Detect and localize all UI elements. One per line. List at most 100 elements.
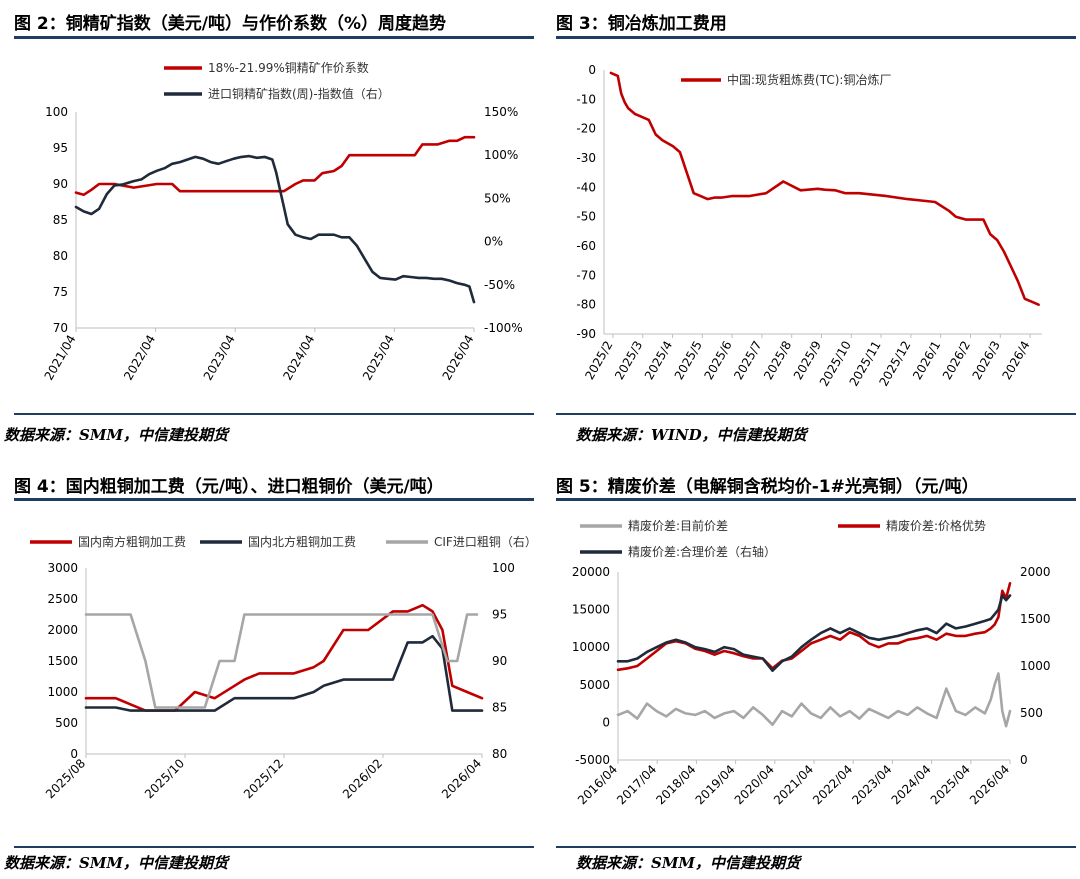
- y-left-tick-label: -10: [576, 92, 596, 106]
- x-tick-label: 2026/04: [967, 762, 1012, 807]
- x-tick-label: 2026/3: [970, 339, 1003, 383]
- series-line-1: [74, 135, 476, 197]
- x-tick-label: 2025/3: [612, 339, 645, 383]
- y-left-tick-label: 20000: [572, 565, 610, 579]
- figure-2-title-rule: [14, 36, 534, 39]
- x-tick-label: 2024/04: [280, 333, 317, 383]
- y-left-tick-label: 90: [53, 177, 68, 191]
- y-left-tick-label: -40: [576, 180, 596, 194]
- series-line-1: [609, 71, 1040, 307]
- y-right-tick-label: 150%: [484, 105, 518, 119]
- x-tick-label: 2025/04: [360, 333, 397, 383]
- figure-5-source-rule: [556, 846, 1076, 848]
- y-left-tick-label: -30: [576, 151, 596, 165]
- x-tick-label: 2021/04: [771, 762, 816, 807]
- x-tick-label: 2020/04: [732, 762, 777, 807]
- x-tick-label: 2026/02: [340, 756, 385, 801]
- x-tick-label: 2026/1: [910, 339, 943, 383]
- y-left-tick-label: 1000: [47, 685, 78, 699]
- figure-4-title: 图 4：国内粗铜加工费（元/吨）、进口粗铜价（美元/吨）: [14, 477, 444, 497]
- legend-label-2: 精废价差:价格优势: [886, 518, 986, 533]
- legend-label-2: 进口铜精矿指数(周)-指数值（右）: [208, 86, 390, 101]
- y-left-tick-label: -20: [576, 122, 596, 136]
- x-tick-label: 2026/4: [999, 339, 1032, 383]
- y-right-tick-label: 0%: [484, 235, 503, 249]
- figure-3-chart: -90 -80 -70 -60 -50 -40 -30 -20 -10 0 2025/22025/3…: [576, 63, 1042, 389]
- figure-3-title: 图 3：铜冶炼加工费用: [556, 14, 727, 34]
- figure-2-title: 图 2：铜精矿指数（美元/吨）与作价系数（%）周度趋势: [14, 14, 446, 34]
- y-left-tick-label: 75: [53, 285, 68, 299]
- x-tick-label: 2025/7: [731, 339, 764, 383]
- x-tick-label: 2023/04: [201, 333, 238, 383]
- y-left-tick-label: 2000: [47, 623, 78, 637]
- y-right-tick-label: 1000: [1020, 659, 1051, 673]
- x-tick-label: 2025/10: [142, 756, 187, 801]
- figure-3-source-rule: [556, 413, 1076, 415]
- y-left-tick-label: -70: [576, 268, 596, 282]
- y-left-tick-label: -50: [576, 210, 596, 224]
- y-left-tick-label: 1500: [47, 654, 78, 668]
- series-line-2: [84, 634, 484, 712]
- y-left-tick-label: -90: [576, 327, 596, 341]
- x-tick-label: 2017/04: [614, 762, 659, 807]
- series-line-3: [616, 594, 1012, 672]
- y-right-tick-label: 95: [492, 608, 507, 622]
- y-left-tick-label: 15000: [572, 603, 610, 617]
- x-tick-label: 2026/04: [440, 333, 477, 383]
- legend-label-1: 精废价差:目前价差: [628, 518, 728, 533]
- y-left-tick-label: 2500: [47, 592, 78, 606]
- y-right-tick-label: 85: [492, 701, 507, 715]
- x-tick-label: 2025/5: [672, 339, 705, 383]
- x-tick-label: 2016/04: [575, 762, 620, 807]
- figure-5-chart: -5000 0 5000 10000 15000 20000 0 500 1000 1500 200…: [572, 518, 1051, 807]
- legend-label-1: 18%-21.99%铜精矿作价系数: [208, 60, 369, 75]
- figure-4-source-rule: [14, 846, 534, 848]
- x-tick-label: 2022/04: [810, 762, 855, 807]
- series-line-3: [84, 613, 479, 709]
- y-left-tick-label: -80: [576, 298, 596, 312]
- figure-3-title-rule: [556, 36, 1076, 39]
- y-left-tick-label: 0: [602, 715, 610, 729]
- y-right-tick-label: 1500: [1020, 612, 1051, 626]
- y-left-tick-label: 3000: [47, 561, 78, 575]
- x-tick-label: 2026/2: [940, 339, 973, 383]
- x-tick-label: 2026/04: [439, 756, 484, 801]
- figure-4-title-rule: [14, 498, 534, 501]
- x-tick-label: 2022/04: [121, 333, 158, 383]
- x-tick-label: 2025/9: [791, 339, 824, 383]
- y-left-tick-label: 10000: [572, 640, 610, 654]
- y-right-tick-label: 100: [492, 561, 515, 575]
- y-left-tick-label: -5000: [575, 753, 610, 767]
- y-left-tick-label: 500: [55, 716, 78, 730]
- y-left-tick-label: 85: [53, 213, 68, 227]
- y-right-tick-label: 2000: [1020, 565, 1051, 579]
- figure-5-source: 数据来源：SMM，中信建投期货: [576, 854, 801, 872]
- x-tick-label: 2025/8: [761, 339, 794, 383]
- y-right-tick-label: 80: [492, 747, 507, 761]
- x-tick-label: 2024/04: [889, 762, 934, 807]
- y-right-tick-label: -100%: [484, 321, 523, 335]
- y-left-tick-label: 0: [588, 63, 596, 77]
- x-tick-label: 2019/04: [693, 762, 738, 807]
- y-left-tick-label: -60: [576, 239, 596, 253]
- figure-2-chart: 70 75 80 85 90 95 100 -100% -50% 0% 50% 100% 150% 202…: [42, 60, 523, 383]
- x-tick-label: 2025/6: [701, 339, 734, 383]
- legend-label-2: 国内北方粗铜加工费: [248, 534, 356, 549]
- y-right-tick-label: 90: [492, 654, 507, 668]
- y-right-tick-label: 50%: [484, 191, 511, 205]
- legend-label-1: 国内南方粗铜加工费: [78, 534, 186, 549]
- x-tick-label: 2025/12: [241, 756, 286, 801]
- figure-3-source: 数据来源：WIND，中信建投期货: [576, 426, 807, 444]
- figure-5-title-rule: [556, 498, 1076, 501]
- x-tick-label: 2025/4: [642, 339, 675, 383]
- y-right-tick-label: 100%: [484, 148, 518, 162]
- figure-4-source: 数据来源：SMM，中信建投期货: [4, 854, 229, 872]
- y-left-tick-label: 70: [53, 321, 68, 335]
- x-tick-label: 2025/08: [43, 756, 88, 801]
- legend-label-1: 中国:现货粗炼费(TC):铜冶炼厂: [727, 72, 891, 87]
- figure-4-chart: 0 500 1000 1500 2000 2500 3000 80 85 90 95 100 2025/…: [30, 534, 534, 801]
- y-right-tick-label: -50%: [484, 278, 515, 292]
- y-right-tick-label: 0: [1020, 753, 1028, 767]
- y-left-tick-label: 5000: [579, 678, 610, 692]
- y-right-tick-label: 500: [1020, 706, 1043, 720]
